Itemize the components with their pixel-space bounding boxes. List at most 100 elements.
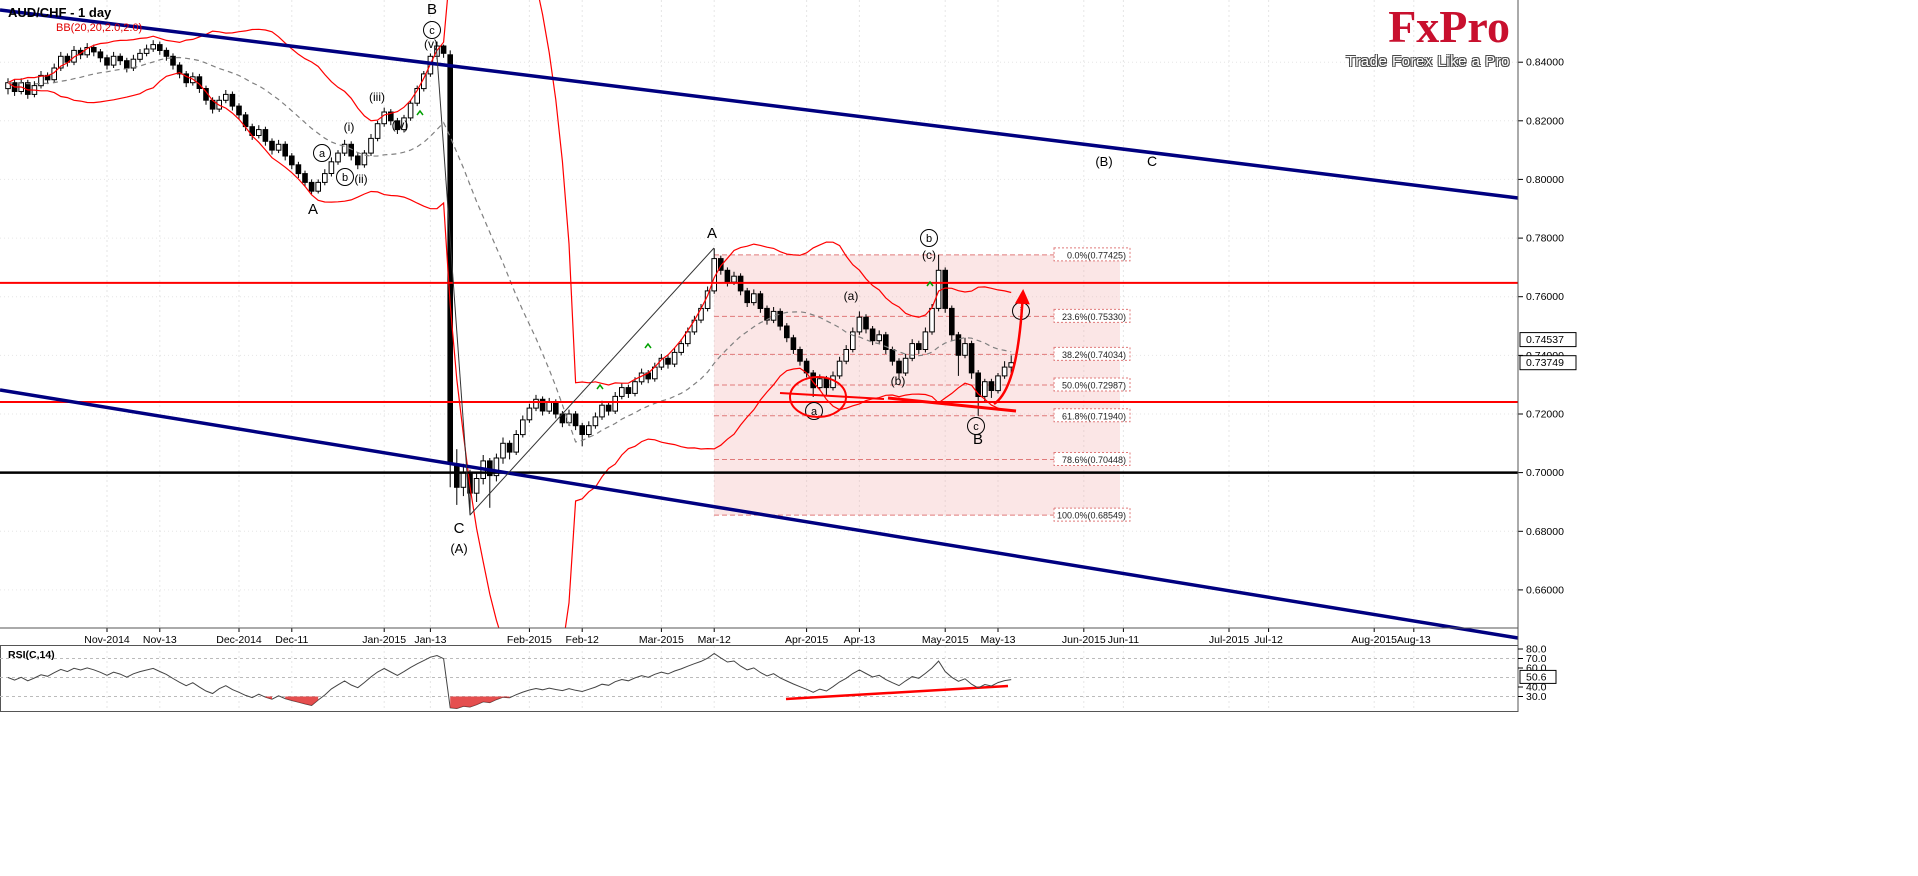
candle bbox=[394, 117, 401, 134]
price-axis-label: 0.72000 bbox=[1526, 409, 1564, 421]
candle bbox=[176, 62, 183, 79]
wave-label[interactable]: C bbox=[454, 520, 465, 537]
time-axis-label: Jun-11 bbox=[1108, 634, 1139, 646]
wave-circle[interactable] bbox=[805, 402, 823, 420]
wave-label[interactable]: B bbox=[427, 1, 437, 18]
candle bbox=[671, 348, 678, 368]
wave-label[interactable]: a bbox=[811, 406, 818, 418]
wave-label[interactable]: (i) bbox=[344, 120, 355, 134]
fib-level-label: 61.8%(0.71940) bbox=[1062, 411, 1126, 421]
candle bbox=[744, 287, 751, 307]
price-tag bbox=[1519, 355, 1577, 371]
rsi-trendline[interactable] bbox=[785, 684, 1009, 701]
bollinger-bands bbox=[7, 0, 1012, 628]
time-axis-label: Nov-2014 bbox=[84, 634, 130, 646]
time-axis-label: Mar-2015 bbox=[639, 634, 684, 646]
upper-channel-trendline[interactable] bbox=[0, 8, 1519, 200]
wave-label[interactable]: C bbox=[1147, 153, 1157, 169]
price-tag-value: 0.74537 bbox=[1526, 334, 1564, 346]
wave-label[interactable]: a bbox=[319, 148, 326, 160]
candle bbox=[632, 377, 638, 397]
candle bbox=[949, 305, 955, 341]
fibonacci-retracement[interactable]: 0.0%(0.77425) 23.6%(0.75330) 38.2%(0.74034… bbox=[714, 247, 1131, 522]
rsi-axis-label: 40.0 bbox=[1526, 682, 1547, 694]
wave-label[interactable]: c bbox=[429, 25, 435, 37]
candle bbox=[1001, 361, 1008, 379]
price-axis-label: 0.84000 bbox=[1526, 57, 1564, 69]
wave-label[interactable]: (iv) bbox=[392, 118, 409, 132]
wave-label[interactable]: (b) bbox=[891, 374, 906, 388]
candle bbox=[922, 327, 929, 353]
candle bbox=[11, 79, 18, 96]
candle bbox=[460, 463, 467, 497]
wave-label[interactable]: B bbox=[973, 431, 983, 448]
candle bbox=[295, 161, 302, 178]
wave-circle[interactable] bbox=[423, 21, 441, 39]
signal-marker bbox=[926, 280, 934, 287]
trendlines-layer[interactable] bbox=[0, 8, 1519, 640]
horizontal-level-lines[interactable] bbox=[0, 281, 1518, 474]
time-axis-label: Apr-13 bbox=[844, 634, 876, 646]
candle bbox=[150, 40, 156, 52]
c-to-a-line[interactable] bbox=[469, 247, 715, 516]
candle bbox=[440, 44, 447, 58]
wave-label[interactable]: (iii) bbox=[369, 90, 385, 104]
fib-level-label: 23.6%(0.75330) bbox=[1062, 312, 1126, 322]
projection-arrow[interactable] bbox=[993, 289, 1030, 406]
axes[interactable]: 0.840000.820000.800000.780000.760000.740… bbox=[0, 0, 1577, 712]
candle bbox=[539, 396, 546, 416]
candle bbox=[942, 267, 949, 313]
candle bbox=[289, 153, 295, 170]
price-axis-label: 0.66000 bbox=[1526, 584, 1564, 596]
candle bbox=[698, 304, 704, 324]
candle bbox=[968, 340, 975, 379]
wave-circle[interactable] bbox=[313, 144, 331, 162]
candle bbox=[302, 170, 308, 187]
fib-level-label: 78.6%(0.70448) bbox=[1062, 455, 1126, 465]
price-axis-label: 0.68000 bbox=[1526, 526, 1564, 538]
wave-label[interactable]: A bbox=[707, 225, 717, 242]
wave-label[interactable]: (c) bbox=[922, 248, 936, 262]
wave-label[interactable]: (a) bbox=[844, 289, 859, 303]
fib-level-label: 0.0%(0.77425) bbox=[1067, 250, 1126, 260]
candle bbox=[493, 453, 500, 482]
candle bbox=[275, 139, 282, 154]
wave-label[interactable]: (ii) bbox=[354, 172, 367, 186]
candle bbox=[5, 78, 11, 95]
candle bbox=[856, 311, 863, 335]
candle bbox=[262, 126, 269, 146]
wave-label[interactable]: b bbox=[926, 233, 932, 245]
candle bbox=[605, 402, 612, 416]
candle bbox=[84, 43, 91, 58]
lower-channel-trendline[interactable] bbox=[0, 388, 1519, 640]
candle bbox=[797, 346, 803, 366]
highlight-ellipse[interactable] bbox=[789, 376, 847, 418]
b-to-c-line[interactable] bbox=[435, 41, 471, 516]
candle bbox=[896, 358, 902, 379]
fib-level-label: 100.0%(0.68549) bbox=[1057, 511, 1126, 521]
fxpro-tagline: Trade Forex Like a Pro bbox=[1346, 53, 1510, 70]
wave-circle[interactable] bbox=[920, 229, 938, 247]
candle bbox=[104, 54, 110, 70]
rsi-indicator-label: RSI(C,14) bbox=[8, 649, 55, 661]
bb-lower-band bbox=[7, 71, 1012, 628]
wave-label[interactable]: c bbox=[973, 421, 979, 433]
candle bbox=[110, 51, 117, 68]
wave-circle[interactable] bbox=[336, 168, 354, 186]
wave-label[interactable]: b bbox=[342, 172, 348, 184]
candle bbox=[520, 415, 526, 438]
wave-label[interactable]: A bbox=[308, 201, 318, 218]
wave-label[interactable]: (A) bbox=[450, 541, 467, 556]
candle bbox=[163, 47, 170, 61]
wave-label[interactable]: (v) bbox=[424, 37, 438, 51]
wave-label[interactable]: (B) bbox=[1095, 154, 1112, 169]
wave-annotations[interactable]: Bc(v)(iii)(i) (iv)ab (ii)AAC(A)(a)(b)b(c)a… bbox=[308, 1, 1157, 556]
candle bbox=[869, 326, 876, 346]
red-support-line-1[interactable] bbox=[779, 392, 885, 400]
price-tag-value: 0.73749 bbox=[1526, 357, 1564, 369]
red-support-line-2[interactable] bbox=[887, 396, 1017, 413]
signal-marker bbox=[644, 342, 652, 349]
wave-circle[interactable] bbox=[967, 417, 985, 435]
